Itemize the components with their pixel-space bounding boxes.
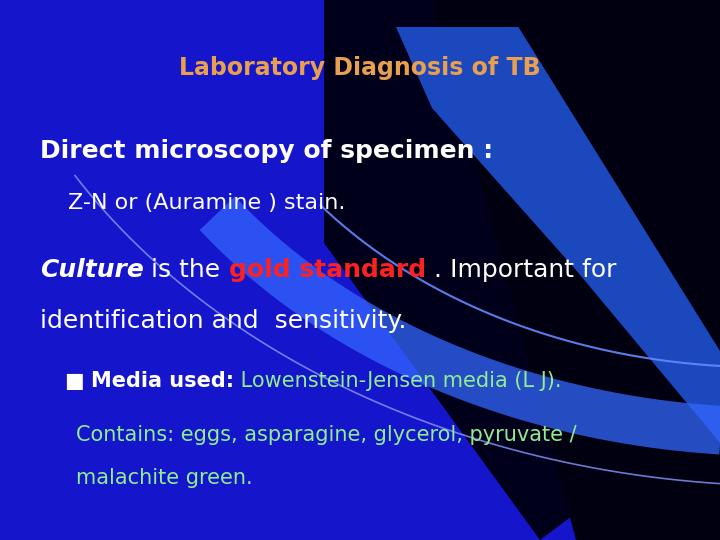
Text: Contains: eggs, asparagine, glycerol, pyruvate /: Contains: eggs, asparagine, glycerol, py…	[76, 424, 576, 445]
Text: . Important for: . Important for	[426, 258, 616, 282]
Text: is the: is the	[143, 258, 229, 282]
Polygon shape	[396, 27, 720, 443]
Polygon shape	[324, 0, 720, 540]
Text: identification and  sensitivity.: identification and sensitivity.	[40, 309, 406, 333]
Text: malachite green.: malachite green.	[76, 468, 252, 488]
Text: gold standard: gold standard	[229, 258, 426, 282]
Text: Media used:: Media used:	[91, 370, 234, 391]
Text: Lowenstein-Jensen media (L J).: Lowenstein-Jensen media (L J).	[234, 370, 562, 391]
Text: Direct microscopy of specimen :: Direct microscopy of specimen :	[40, 139, 492, 163]
Text: ■: ■	[65, 370, 91, 391]
Text: Z-N or (Auramine ) stain.: Z-N or (Auramine ) stain.	[68, 192, 346, 213]
Polygon shape	[432, 0, 720, 540]
Text: Culture: Culture	[40, 258, 143, 282]
Text: Laboratory Diagnosis of TB: Laboratory Diagnosis of TB	[179, 56, 541, 79]
